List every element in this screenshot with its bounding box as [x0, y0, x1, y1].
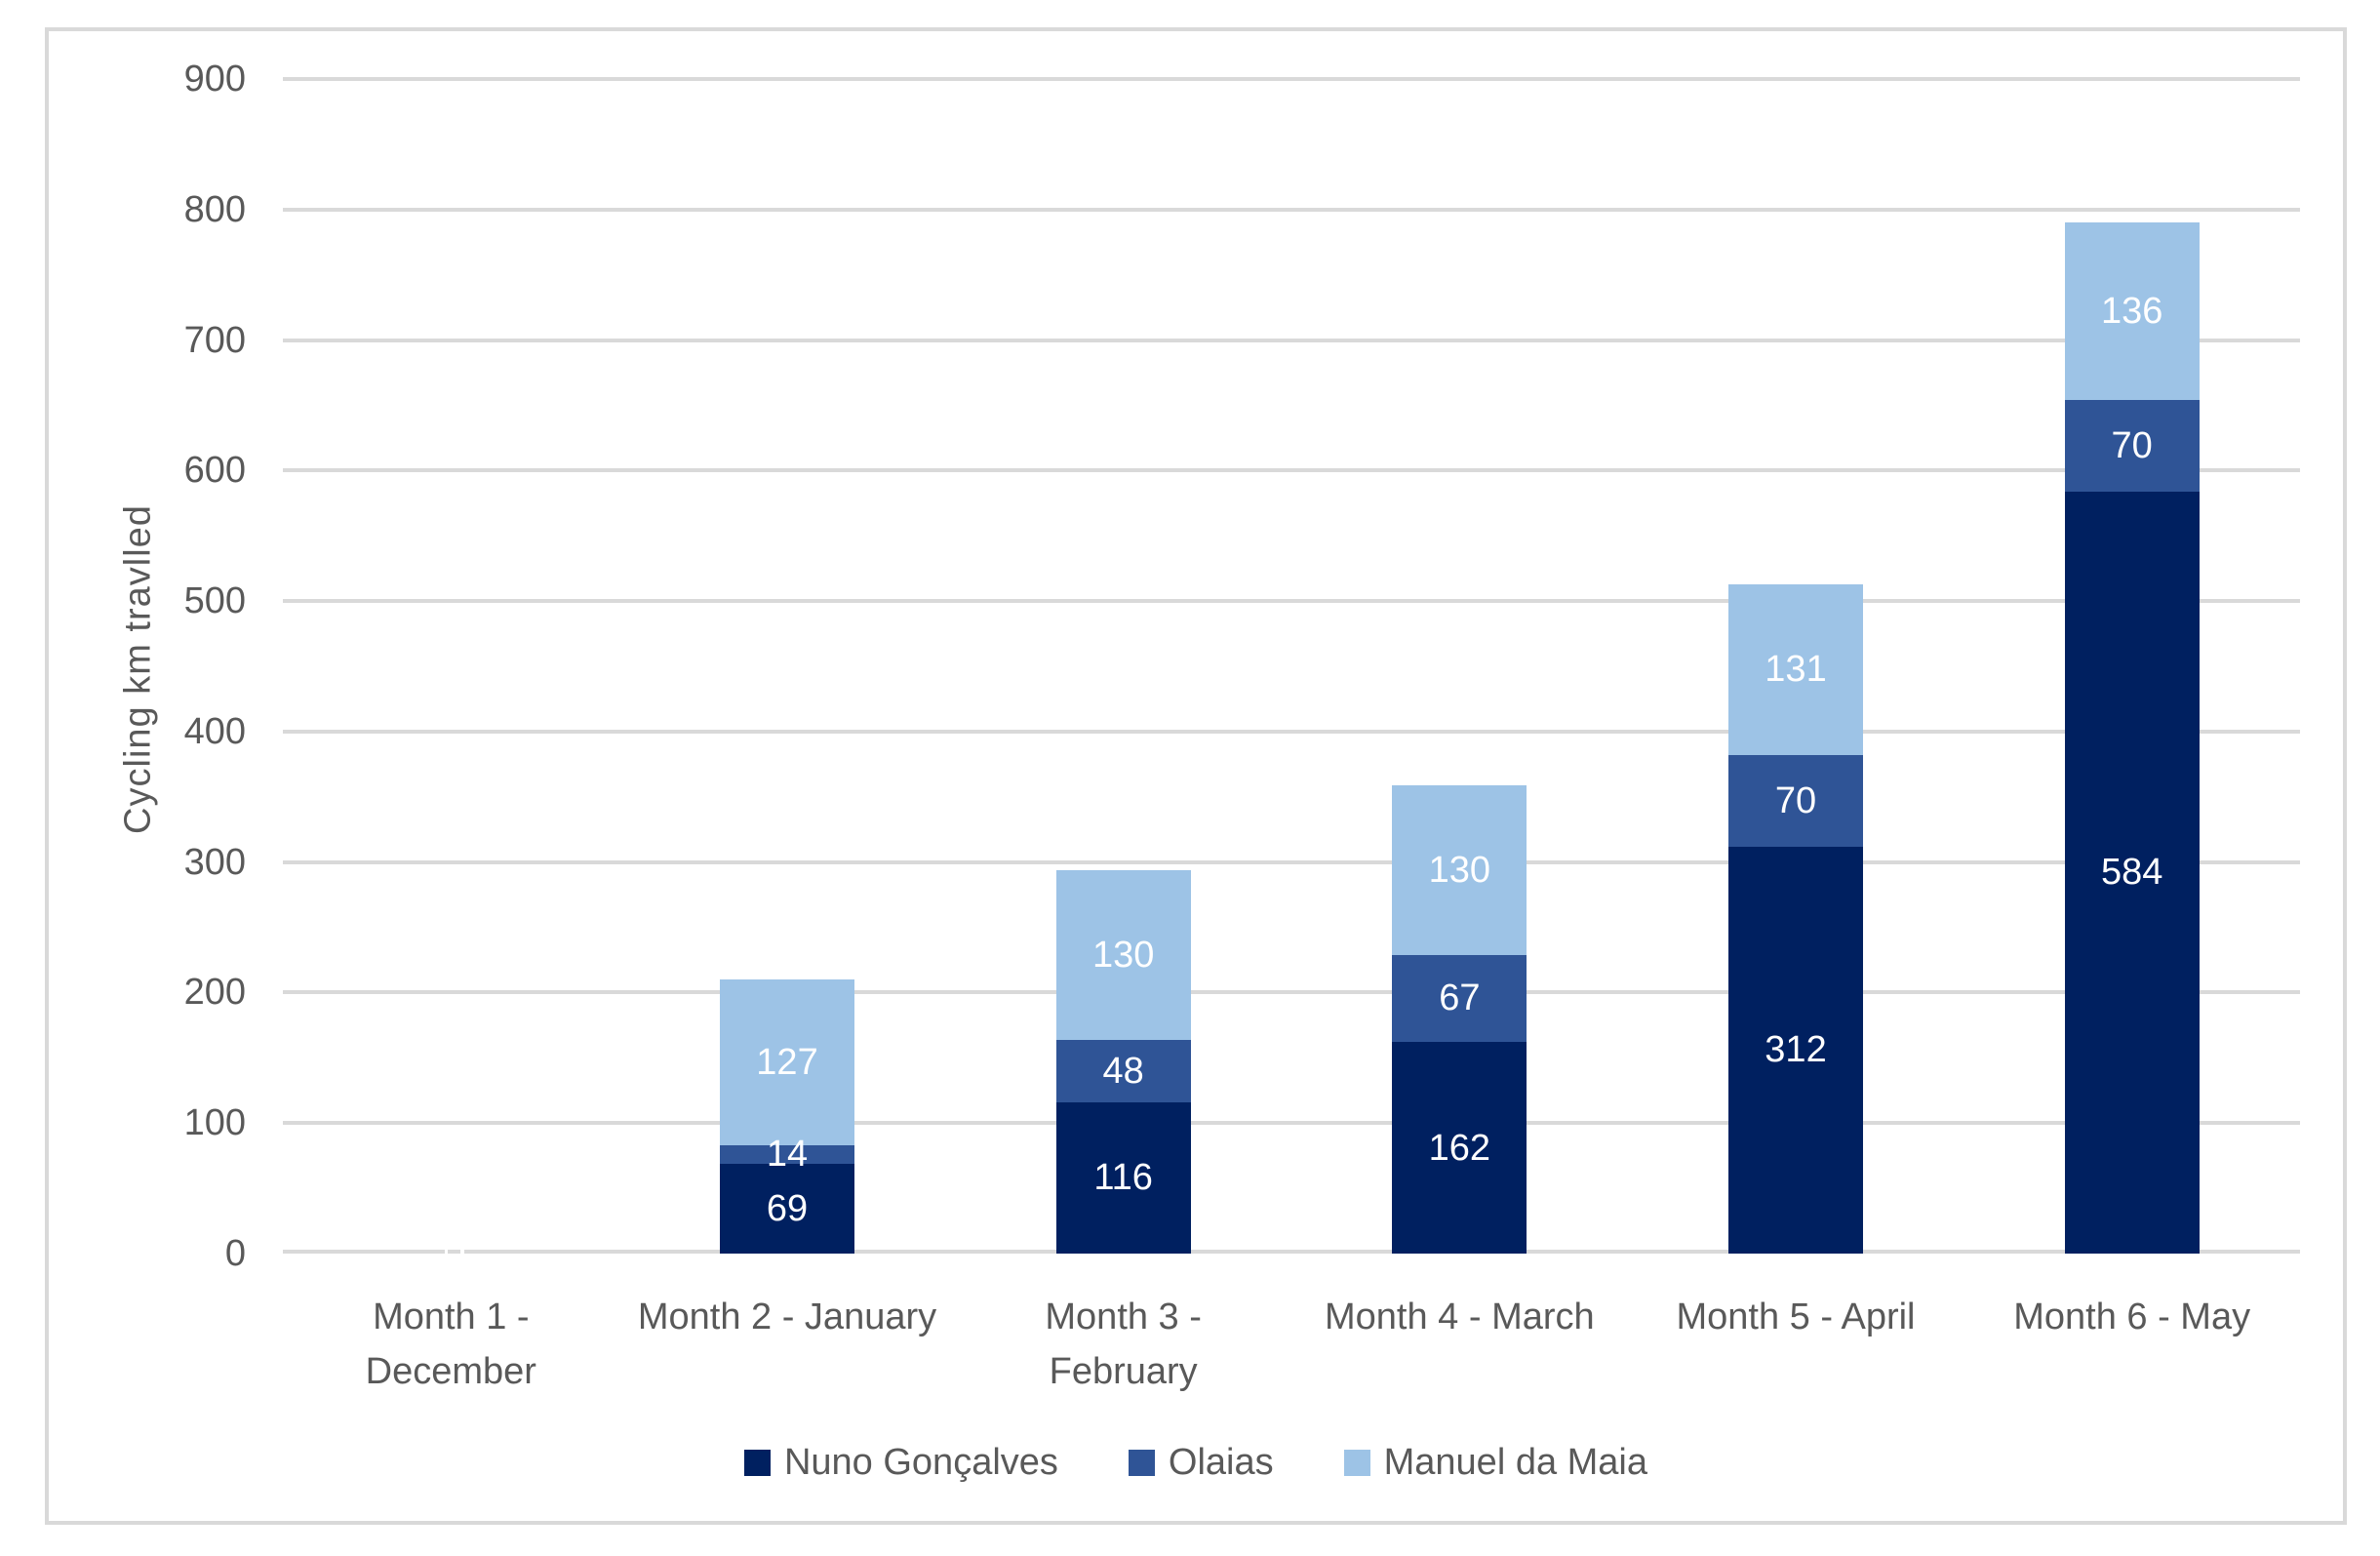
bar-segment: 70 — [2064, 400, 2200, 492]
y-axis-tick-label: 400 — [183, 710, 246, 752]
legend-swatch-icon — [1128, 1450, 1155, 1476]
bar-segment-label: 131 — [1765, 649, 1827, 691]
bar-segment-label: 136 — [2100, 291, 2163, 333]
bar-segment: 127 — [720, 979, 854, 1145]
x-axis-category-label: Month 4 - March — [1325, 1297, 1595, 1337]
month1-zero-mark — [460, 1249, 464, 1254]
month1-zero-mark — [445, 1249, 448, 1254]
bar-segment-label: 130 — [1091, 934, 1155, 976]
y-axis-tick-label: 900 — [183, 59, 246, 100]
y-axis-tick-label: 300 — [183, 841, 246, 883]
y-axis-tick-label: 0 — [224, 1233, 246, 1274]
bar-segment-label: 70 — [2111, 424, 2153, 466]
x-axis-line — [283, 1250, 2300, 1254]
gridline — [283, 468, 2300, 473]
bar-segment: 70 — [1728, 754, 1863, 847]
bar-segment: 130 — [1392, 784, 1527, 955]
legend: Nuno Gonçalves Olaias Manuel da Maia — [45, 1442, 2347, 1484]
bar-segment: 312 — [1728, 846, 1863, 1254]
bar-segment-label: 69 — [766, 1187, 809, 1229]
bar-segment-label: 70 — [1774, 779, 1817, 821]
legend-label: Nuno Gonçalves — [783, 1442, 1058, 1483]
bar-segment: 136 — [2064, 222, 2200, 401]
chart-border — [45, 27, 2347, 1525]
bar-segment-label: 14 — [766, 1134, 809, 1176]
legend-item: Manuel da Maia — [1343, 1442, 1648, 1484]
bar-segment: 48 — [1055, 1039, 1191, 1102]
legend-label: Manuel da Maia — [1383, 1442, 1648, 1483]
bar-segment-label: 162 — [1428, 1127, 1491, 1169]
bar-segment: 131 — [1728, 583, 1863, 755]
gridline — [283, 599, 2300, 604]
bar-segment: 130 — [1055, 869, 1191, 1040]
stacked-bar: 584 70 136 — [2064, 222, 2200, 1254]
plot-area: 69 14 127 116 48 130 162 67 130 312 70 131 584 70 136 — [283, 77, 2300, 1254]
legend-item: Nuno Gonçalves — [743, 1442, 1058, 1484]
x-axis-category-label: Month 5 - April — [1676, 1297, 1916, 1337]
stacked-bar: 116 48 130 — [1055, 869, 1191, 1254]
bar-segment-label: 48 — [1102, 1050, 1144, 1092]
gridline — [283, 1121, 2300, 1126]
x-axis-category-label: Month 3 - February — [1045, 1297, 1202, 1392]
y-axis-tick-label: 100 — [183, 1102, 246, 1144]
legend-swatch-icon — [743, 1450, 771, 1476]
y-axis-tick-label: 200 — [183, 972, 246, 1014]
bar-segment: 67 — [1392, 954, 1527, 1043]
gridline — [283, 207, 2300, 212]
bar-segment-label: 116 — [1093, 1157, 1153, 1199]
x-axis-category-label: Month 2 - January — [637, 1297, 937, 1337]
x-axis-category-label: Month 1 - December — [365, 1297, 536, 1392]
stacked-bar: 312 70 131 — [1728, 583, 1863, 1254]
y-axis-tick-label: 600 — [183, 450, 246, 492]
bar-segment: 584 — [2064, 491, 2200, 1254]
y-axis-tick-label: 700 — [183, 319, 246, 361]
x-axis-labels: Month 1 - December Month 2 - January Month… — [283, 1290, 2300, 1416]
bar-segment: 162 — [1392, 1042, 1527, 1254]
gridline — [283, 729, 2300, 734]
legend-label: Olaias — [1168, 1442, 1274, 1483]
y-axis-title: Cycling km travlled — [117, 504, 159, 834]
bar-segment-label: 127 — [756, 1042, 818, 1084]
bar-segment: 69 — [720, 1163, 854, 1254]
bar-segment: 116 — [1055, 1101, 1191, 1254]
bar-segment-label: 312 — [1765, 1029, 1827, 1071]
stacked-bar: 162 67 130 — [1392, 784, 1527, 1254]
x-axis-category-label: Month 6 - May — [2013, 1297, 2251, 1337]
gridline — [283, 338, 2300, 342]
bar-segment-label: 130 — [1428, 849, 1491, 891]
y-axis-tick-label: 800 — [183, 188, 246, 230]
y-axis-tick-label: 500 — [183, 580, 246, 622]
gridline — [283, 990, 2300, 995]
legend-item: Olaias — [1128, 1442, 1274, 1484]
gridline — [283, 859, 2300, 864]
legend-swatch-icon — [1343, 1450, 1370, 1476]
bar-segment: 14 — [720, 1136, 854, 1173]
stacked-bar: 69 14 127 — [720, 979, 854, 1254]
bar-segment-label: 67 — [1439, 977, 1481, 1019]
gridline — [283, 77, 2300, 81]
bar-segment-label: 584 — [2100, 852, 2163, 894]
